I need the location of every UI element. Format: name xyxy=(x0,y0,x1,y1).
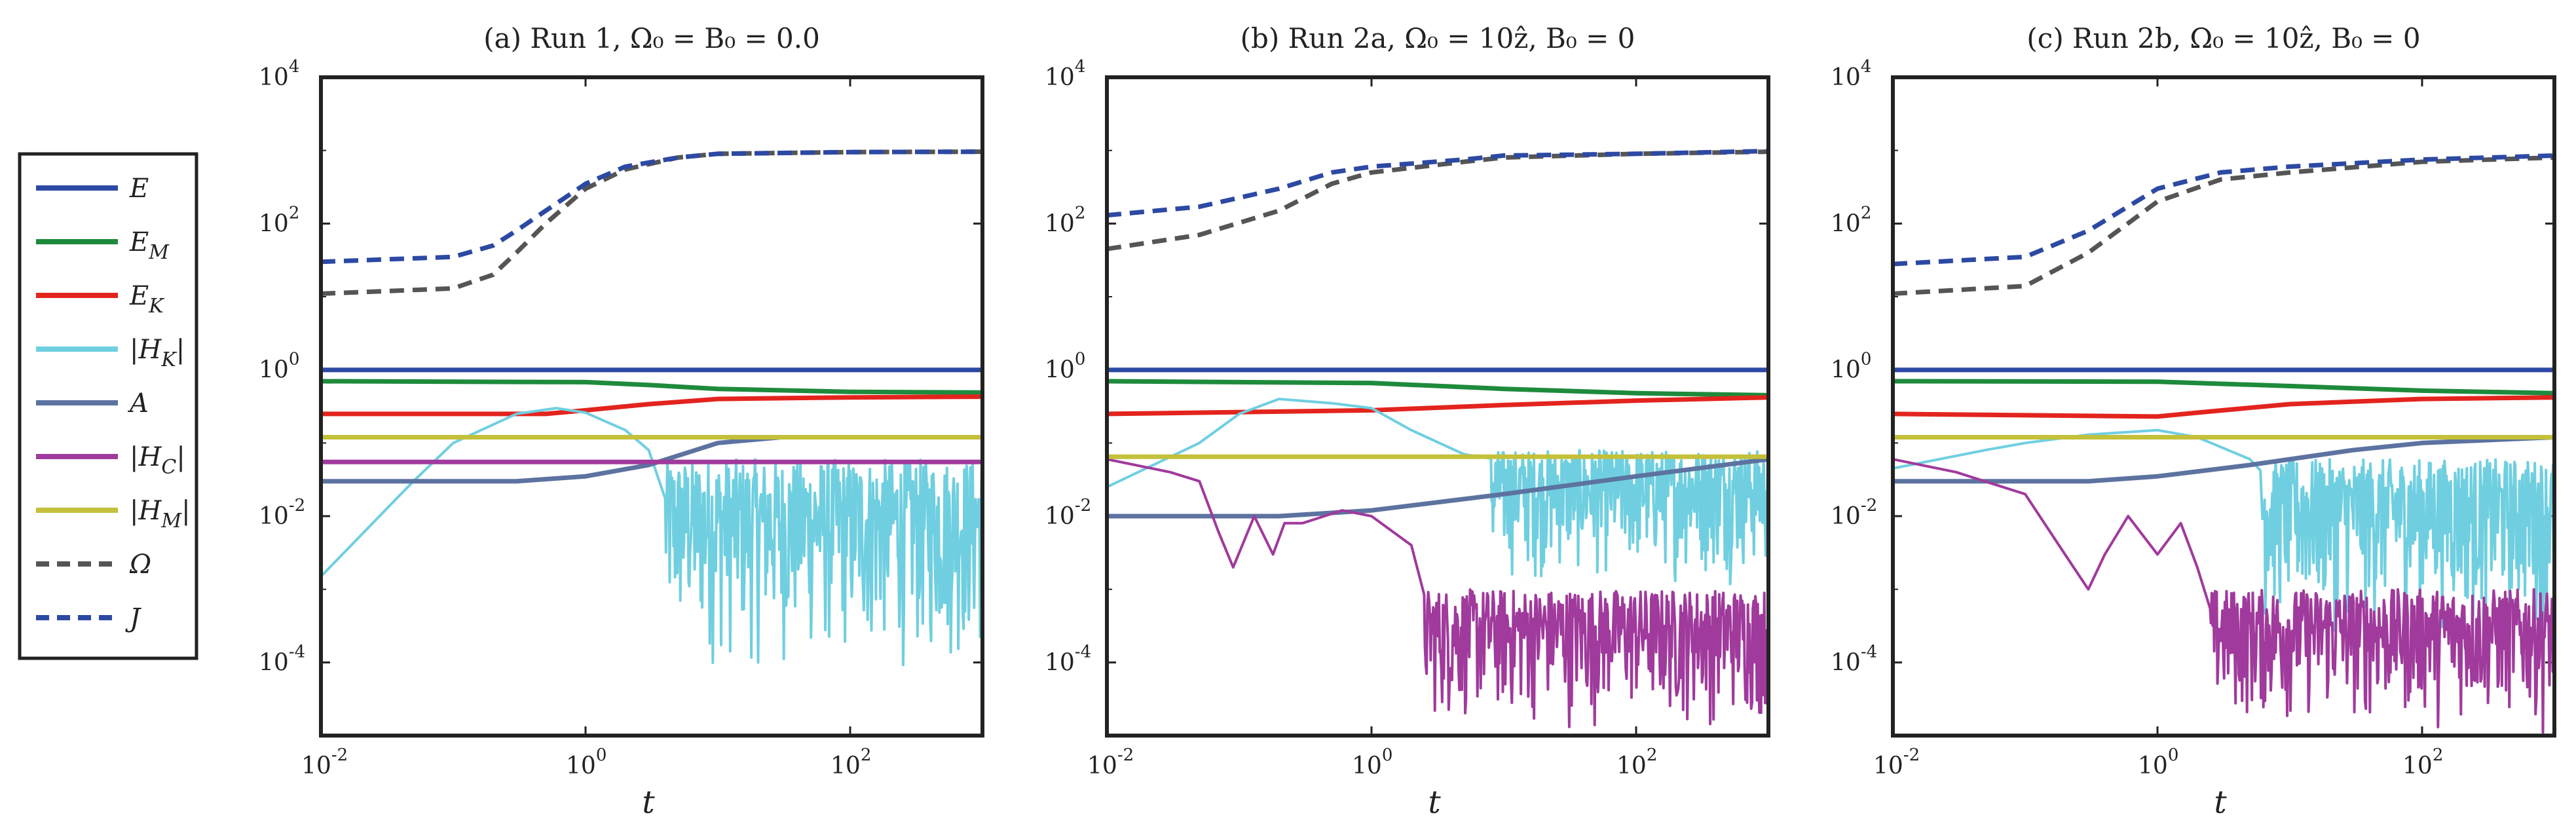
axes-frame xyxy=(319,75,984,738)
series-j xyxy=(321,149,982,265)
y-tick-label: 10-4 xyxy=(1831,642,1877,676)
x-tick-label: 100 xyxy=(566,745,607,779)
y-tick-label: 10-4 xyxy=(1045,642,1091,676)
x-axis-label: t xyxy=(2214,784,2227,821)
series-j xyxy=(1107,149,1768,218)
series-hc xyxy=(1893,458,2554,734)
series-ek xyxy=(1893,395,2554,419)
legend-label-omega: Ω xyxy=(129,550,151,580)
y-tick-label: 102 xyxy=(259,203,299,237)
x-tick-label: 10-2 xyxy=(301,745,348,779)
y-tick-label: 104 xyxy=(259,57,299,91)
x-tick-label: 102 xyxy=(2402,745,2443,779)
y-tick-label: 104 xyxy=(1831,57,1871,91)
x-tick-label: 100 xyxy=(2138,745,2178,779)
panel-c: (c) Run 2b, Ω₀ = 10ẑ, B₀ = 0 10-4 10-2 100 1… xyxy=(1831,22,2556,821)
series-hk xyxy=(1893,428,2554,632)
y-tick-label: 102 xyxy=(1831,203,1871,237)
y-tick-label: 10-2 xyxy=(1045,496,1091,530)
x-tick-label: 102 xyxy=(831,745,871,779)
panel-b: (b) Run 2a, Ω₀ = 10ẑ, B₀ = 0 10-4 10-2 100 1… xyxy=(1045,22,1770,821)
series-hk xyxy=(1107,398,1768,586)
x-tick-label: 102 xyxy=(1616,745,1657,779)
panel-title: (b) Run 2a, Ω₀ = 10ẑ, B₀ = 0 xyxy=(1241,22,1635,54)
series-j xyxy=(1893,153,2554,267)
axes-frame xyxy=(1105,75,1770,738)
series-a xyxy=(1893,435,2554,484)
y-tick-label: 100 xyxy=(1831,350,1871,384)
y-tick-label: 104 xyxy=(1045,57,1085,91)
series-hc xyxy=(1107,458,1768,728)
series-a xyxy=(1107,457,1768,519)
series-ek xyxy=(1107,395,1768,417)
y-tick-label: 10-2 xyxy=(259,496,305,530)
axes-frame xyxy=(1891,75,2556,738)
series-omega xyxy=(1107,149,1768,252)
series-omega xyxy=(1893,155,2554,296)
y-tick-label: 10-2 xyxy=(1831,496,1877,530)
x-tick-label: 100 xyxy=(1352,745,1392,779)
y-tick-label: 100 xyxy=(1045,350,1085,384)
series-ek xyxy=(321,394,982,417)
x-axis-label: t xyxy=(642,784,655,821)
panel-a: (a) Run 1, Ω₀ = B₀ = 0.0 10-4 10-2 100 102 10… xyxy=(259,22,984,821)
x-tick-label: 10-2 xyxy=(1087,745,1134,779)
legend-label-a: A xyxy=(127,388,149,419)
series-omega xyxy=(321,149,982,296)
series-em xyxy=(1107,379,1768,398)
y-tick-label: 102 xyxy=(1045,203,1085,237)
y-tick-label: 10-4 xyxy=(259,642,305,676)
y-tick-label: 100 xyxy=(259,350,299,384)
legend-box xyxy=(18,152,198,660)
series-hk xyxy=(321,407,982,667)
series-em xyxy=(1893,379,2554,396)
panel-title: (a) Run 1, Ω₀ = B₀ = 0.0 xyxy=(483,22,820,54)
legend-label-e: E xyxy=(129,174,149,204)
series-em xyxy=(321,379,982,395)
panel-title: (c) Run 2b, Ω₀ = 10ẑ, B₀ = 0 xyxy=(2026,22,2420,54)
x-axis-label: t xyxy=(1428,784,1441,821)
x-tick-label: 10-2 xyxy=(1873,745,1920,779)
